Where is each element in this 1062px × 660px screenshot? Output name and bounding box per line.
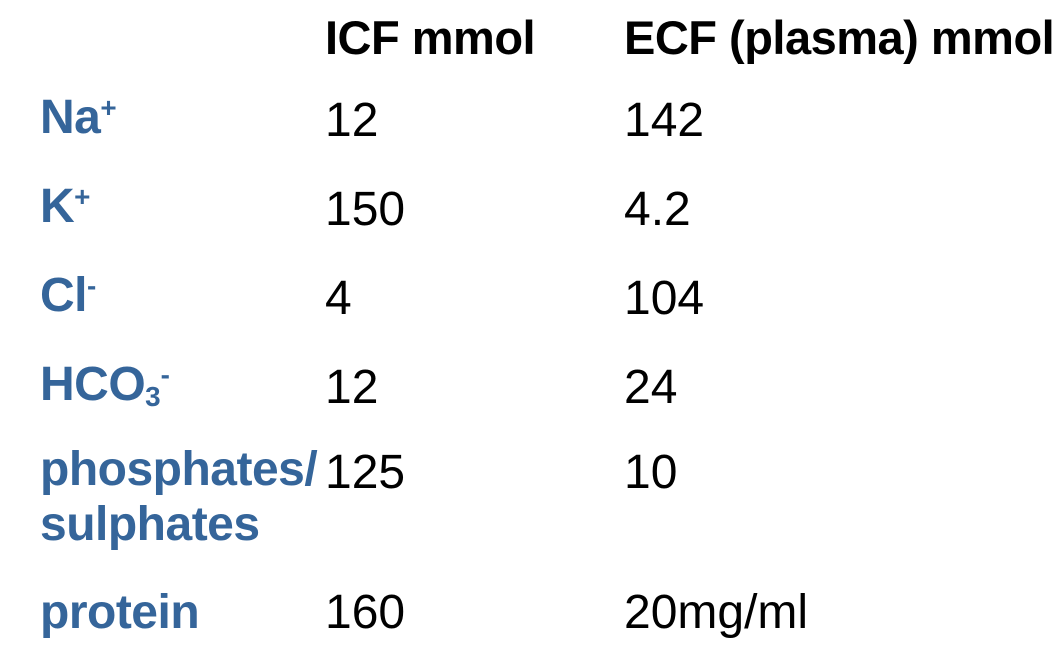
row-label-sodium: Na+ <box>40 74 325 166</box>
value-icf-chloride: 4 <box>325 271 352 325</box>
value-ecf-sodium: 142 <box>624 93 705 147</box>
value-ecf-chloride: 104 <box>624 271 705 325</box>
row-label-sodium-text: Na+ <box>40 90 117 144</box>
label-superscript: + <box>100 92 117 124</box>
row-label-phosphates-line1: phosphates/ <box>40 443 318 496</box>
value-icf-bicarbonate: 12 <box>325 360 379 414</box>
header-icf: ICF mmol <box>325 10 536 64</box>
value-icf-phosphates: 125 <box>325 446 406 499</box>
value-ecf-potassium: 4.2 <box>624 182 691 236</box>
row-label-potassium: K+ <box>40 166 325 252</box>
row-label-bicarbonate-text: HCO3- <box>40 357 170 412</box>
value-icf-potassium: 150 <box>325 182 406 236</box>
row-label-potassium-text: K+ <box>40 179 91 233</box>
value-icf-protein: 160 <box>325 585 406 639</box>
row-label-bicarbonate: HCO3- <box>40 344 325 430</box>
row-label-phosphates-line2: sulphates <box>40 498 260 551</box>
label-superscript: - <box>160 359 170 391</box>
value-ecf-protein: 20mg/ml <box>624 585 809 639</box>
row-label-protein-text: protein <box>40 585 200 639</box>
label-superscript: + <box>74 181 91 213</box>
value-ecf-bicarbonate: 24 <box>624 360 678 414</box>
value-ecf-phosphates: 10 <box>624 446 678 499</box>
label-superscript: - <box>87 270 97 302</box>
header-label-spacer <box>40 0 325 74</box>
row-label-chloride: Cl- <box>40 252 325 344</box>
label-subscript: 3 <box>145 380 161 412</box>
row-label-chloride-text: Cl- <box>40 268 97 322</box>
row-label-phosphates-sulphates: phosphates/ sulphates <box>40 430 325 564</box>
value-icf-sodium: 12 <box>325 93 379 147</box>
header-ecf: ECF (plasma) mmol <box>624 10 1055 64</box>
row-label-protein: protein <box>40 564 325 660</box>
